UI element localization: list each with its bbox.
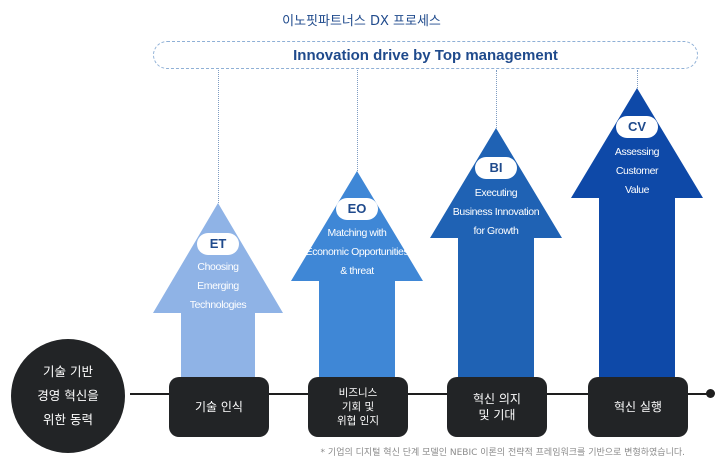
- label-line: 기회 및: [341, 401, 375, 413]
- label-line: 혁신 의지: [473, 392, 521, 406]
- arrow-bi: [430, 128, 562, 380]
- label-line: 혁신 실행: [614, 400, 662, 414]
- stage-desc-et: Choosing Emerging Technologies: [153, 258, 283, 315]
- desc-line: Value: [624, 184, 650, 196]
- desc-line: Matching with: [327, 227, 387, 239]
- stage-desc-bi: Executing Business Innovation for Growth: [430, 184, 562, 241]
- timeline-line: [130, 393, 710, 395]
- desc-line: Business Innovation: [452, 206, 540, 218]
- label-line: 및 기대: [478, 408, 516, 422]
- stage-label-et: 기술 인식: [169, 377, 269, 437]
- process-title: 이노핏파트너스 DX 프로세스: [282, 14, 441, 29]
- desc-line: Economic Opportunities: [305, 246, 409, 258]
- stage-desc-eo: Matching with Economic Opportunities & t…: [291, 224, 423, 281]
- connector-bi: [496, 70, 497, 128]
- footnote: * 기업의 디지털 혁신 단계 모델인 NEBIC 이론의 전략적 프레임워크를…: [320, 448, 685, 458]
- arrow-et: [153, 203, 283, 380]
- desc-line: Choosing: [197, 261, 239, 273]
- label-line: 비즈니스: [338, 387, 378, 399]
- origin-line: 기술 기반: [43, 364, 93, 379]
- connector-cv: [637, 70, 638, 88]
- origin-circle: 기술 기반 경영 혁신을 위한 동력: [11, 339, 125, 453]
- desc-line: Customer: [615, 165, 659, 177]
- stage-desc-cv: Assessing Customer Value: [571, 143, 703, 200]
- desc-line: Assessing: [614, 146, 660, 158]
- desc-line: Technologies: [189, 299, 247, 311]
- top-management-banner: Innovation drive by Top management: [153, 41, 698, 69]
- stage-label-cv: 혁신 실행: [588, 377, 688, 437]
- desc-line: Emerging: [197, 280, 239, 292]
- label-line: 위협 인지: [337, 415, 379, 427]
- stage-abbr-et: ET: [197, 233, 239, 255]
- timeline-end-dot: [706, 389, 715, 398]
- desc-line: Executing: [474, 187, 518, 199]
- stage-abbr-eo: EO: [336, 198, 378, 220]
- connector-et: [218, 70, 219, 203]
- stage-label-eo: 비즈니스 기회 및 위협 인지: [308, 377, 408, 437]
- desc-line: & threat: [340, 265, 374, 277]
- label-line: 기술 인식: [195, 400, 243, 414]
- origin-line: 위한 동력: [43, 412, 93, 427]
- origin-line: 경영 혁신을: [37, 388, 99, 403]
- arrow-cv: [571, 88, 703, 380]
- arrow-eo: [291, 171, 423, 380]
- stage-abbr-cv: CV: [616, 116, 658, 138]
- stage-label-bi: 혁신 의지 및 기대: [447, 377, 547, 437]
- stage-abbr-bi: BI: [475, 157, 517, 179]
- desc-line: for Growth: [473, 225, 519, 237]
- connector-eo: [357, 70, 358, 171]
